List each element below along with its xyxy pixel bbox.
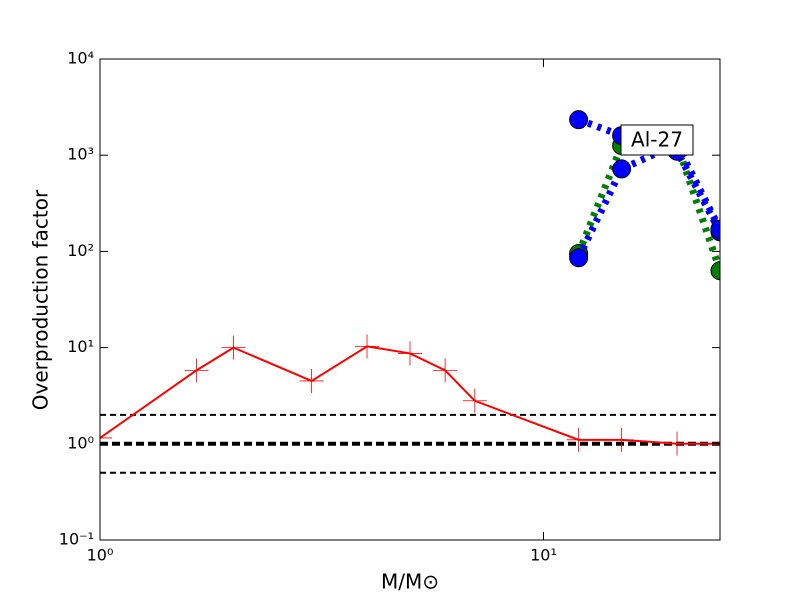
x-tick-label: 10¹ (530, 546, 557, 565)
y-axis-label: Overproduction factor (29, 189, 53, 410)
axes-frame (99, 58, 721, 541)
series-line (100, 345, 720, 445)
y-tick-label: 10¹ (67, 337, 94, 356)
marker (299, 368, 324, 393)
marker (566, 427, 591, 452)
marker (355, 334, 380, 359)
series-line (577, 116, 720, 234)
y-tick-label: 10³ (67, 145, 94, 164)
marker (710, 219, 720, 239)
marker (710, 261, 720, 281)
marker (609, 427, 634, 452)
y-tick-label: 10⁻¹ (59, 530, 94, 549)
marker (221, 335, 246, 360)
marker (665, 431, 690, 456)
y-tick-label: 10⁰ (67, 433, 94, 452)
x-axis-label: M/M⊙ (381, 570, 439, 594)
annotation-text: Al-27 (631, 128, 683, 152)
marker (612, 159, 632, 179)
annotation: Al-27 (620, 124, 694, 156)
annotation-box (620, 124, 694, 156)
marker (100, 425, 112, 450)
marker (569, 110, 589, 130)
marker (569, 248, 589, 268)
y-tick-label: 10⁴ (67, 49, 94, 68)
marker (462, 388, 487, 413)
x-tick-label: 10⁰ (87, 546, 114, 565)
marker (398, 341, 422, 366)
marker (433, 358, 458, 383)
y-tick-label: 10² (67, 241, 94, 260)
marker (184, 358, 209, 383)
